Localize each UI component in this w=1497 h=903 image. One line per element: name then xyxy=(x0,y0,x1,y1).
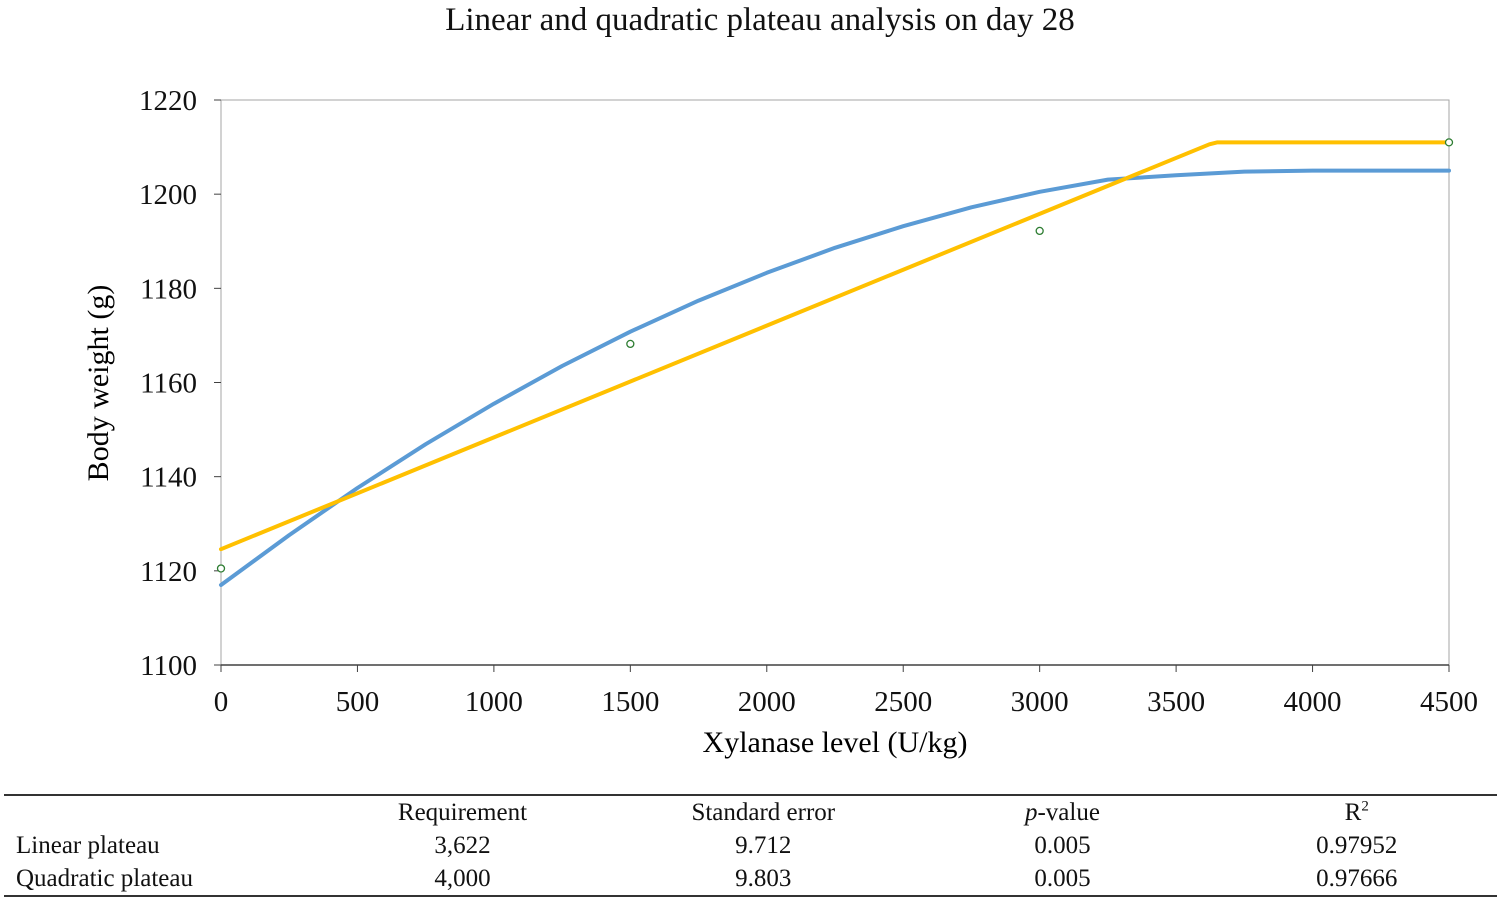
cell-r2: 0.97666 xyxy=(1316,865,1398,892)
header-r-sup: 2 xyxy=(1361,798,1369,815)
header-requirement: Requirement xyxy=(397,799,528,826)
table-row: Quadratic plateau 4,000 9.803 0.005 0.97… xyxy=(4,862,1497,896)
x-axis-label: Xylanase level (U/kg) xyxy=(703,726,968,759)
x-tick-label: 1000 xyxy=(465,686,523,718)
x-tick-label: 4500 xyxy=(1420,686,1478,718)
linear-plateau-line xyxy=(219,140,1451,552)
x-axis: 0 500 1000 1500 2000 2500 3000 3500 4000 4500 xyxy=(214,664,1478,718)
data-point xyxy=(626,339,635,349)
x-tick-label: 4000 xyxy=(1284,686,1342,718)
header-standard-error: Standard error xyxy=(691,799,836,826)
header-empty-cell xyxy=(4,795,307,829)
data-point xyxy=(1444,138,1454,147)
header-p-letter: p xyxy=(1024,799,1038,826)
y-axis: 1100 1120 1140 1160 1180 1200 1220 xyxy=(139,85,221,682)
cell-standard-error: 9.712 xyxy=(735,832,792,859)
chart-plot: 1100 1120 1140 1160 1180 1200 1220 0 500 1000 150… xyxy=(82,85,1478,759)
cell-requirement: 3,622 xyxy=(434,832,491,859)
chart-title: Linear and quadratic plateau analysis on… xyxy=(445,2,1075,38)
stats-table: Requirement Standard error p-value R2 Li… xyxy=(4,794,1497,897)
x-tick-label: 1500 xyxy=(601,686,659,718)
x-tick-label: 2000 xyxy=(738,686,796,718)
x-tick-label: 2500 xyxy=(874,686,932,718)
y-tick-label: 1140 xyxy=(140,462,197,494)
x-tick-label: 3500 xyxy=(1147,686,1205,718)
y-tick-label: 1220 xyxy=(139,85,197,117)
cell-p-value: 0.005 xyxy=(1034,832,1091,859)
table-row: Linear plateau 3,622 9.712 0.005 0.97952 xyxy=(4,829,1497,862)
y-axis-label: Body weight (g) xyxy=(82,285,115,482)
table-header-row: Requirement Standard error p-value R2 xyxy=(4,795,1497,829)
row-label: Linear plateau xyxy=(16,832,160,859)
header-r2: R2 xyxy=(1216,795,1497,829)
cell-r2: 0.97952 xyxy=(1316,832,1398,859)
y-tick-label: 1100 xyxy=(140,650,197,682)
x-tick-label: 500 xyxy=(336,686,380,718)
series-group xyxy=(216,138,1454,587)
data-point xyxy=(1035,226,1044,236)
x-tick-label: 0 xyxy=(214,686,229,718)
y-tick-label: 1160 xyxy=(140,368,197,400)
plot-area-frame xyxy=(220,99,1450,666)
header-r-base: R xyxy=(1344,799,1362,826)
cell-standard-error: 9.803 xyxy=(735,865,792,892)
row-label: Quadratic plateau xyxy=(16,865,193,892)
header-p-suffix: -value xyxy=(1037,799,1100,826)
y-tick-label: 1180 xyxy=(140,273,197,305)
cell-p-value: 0.005 xyxy=(1034,865,1091,892)
cell-requirement: 4,000 xyxy=(434,865,491,892)
y-tick-label: 1120 xyxy=(140,556,197,588)
data-point xyxy=(216,564,226,573)
header-p-value: p-value xyxy=(908,795,1216,829)
y-tick-label: 1200 xyxy=(139,179,197,211)
quadratic-plateau-line xyxy=(219,168,1451,587)
x-tick-label: 3000 xyxy=(1011,686,1069,718)
